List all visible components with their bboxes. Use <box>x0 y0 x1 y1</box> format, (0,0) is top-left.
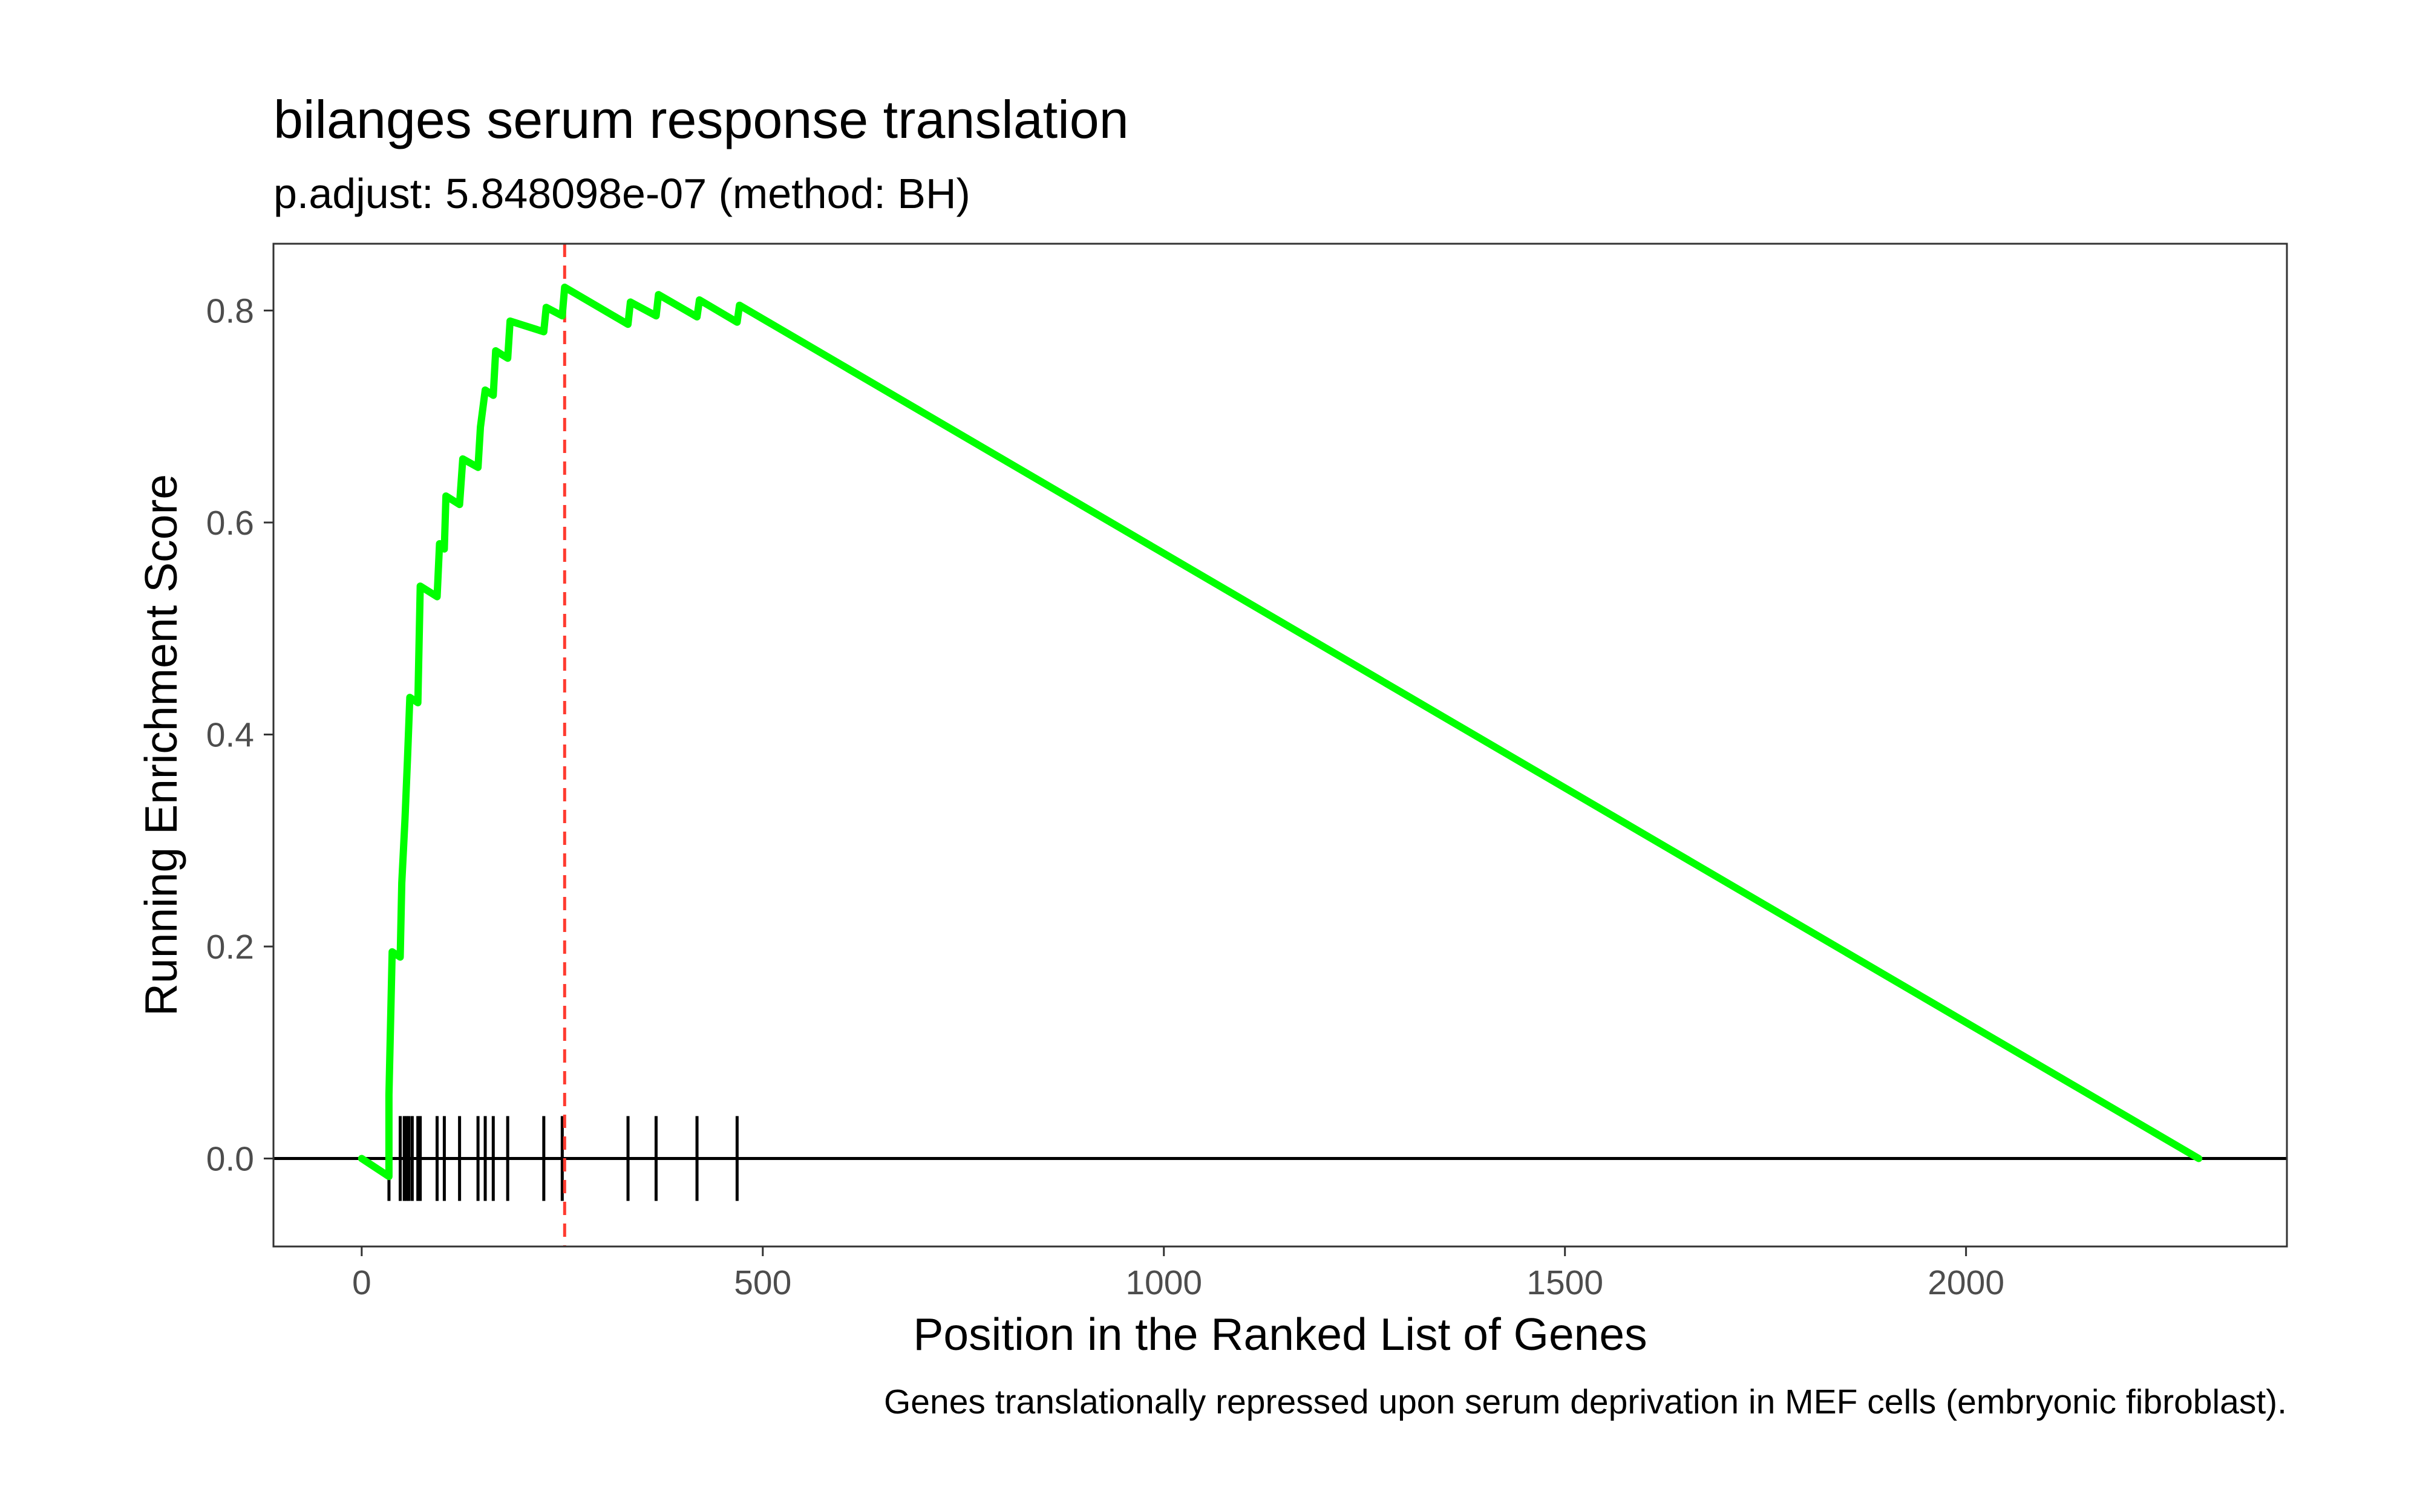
x-axis-title: Position in the Ranked List of Genes <box>913 1309 1647 1360</box>
plot-panel-border <box>272 243 2288 1248</box>
y-tick-label: 0.4 <box>206 715 254 754</box>
chart-subtitle: p.adjust: 5.848098e-07 (method: BH) <box>273 170 970 217</box>
x-tick-label: 500 <box>734 1263 791 1302</box>
chart-title: bilanges serum response translation <box>273 90 1129 149</box>
x-tick-label: 1000 <box>1125 1263 1202 1302</box>
y-tick-label: 0.2 <box>206 928 254 966</box>
plot-area <box>273 244 2287 1246</box>
y-tick-label: 0.8 <box>206 292 254 330</box>
x-tick-label: 1500 <box>1526 1263 1603 1302</box>
y-tick-label: 0.0 <box>206 1140 254 1179</box>
y-axis: 0.0 0.2 0.4 0.6 0.8 <box>206 292 273 1179</box>
gene-hit-markers <box>387 1116 739 1201</box>
chart-caption: Genes translationally repressed upon ser… <box>884 1383 2287 1421</box>
x-tick-label: 2000 <box>1928 1263 2004 1302</box>
y-tick-label: 0.6 <box>206 504 254 543</box>
enrichment-score-line <box>358 283 2203 1181</box>
x-axis: 0 500 1000 1500 2000 <box>352 1246 2004 1302</box>
x-tick-label: 0 <box>352 1263 371 1302</box>
y-axis-title: Running Enrichment Score <box>136 474 186 1016</box>
